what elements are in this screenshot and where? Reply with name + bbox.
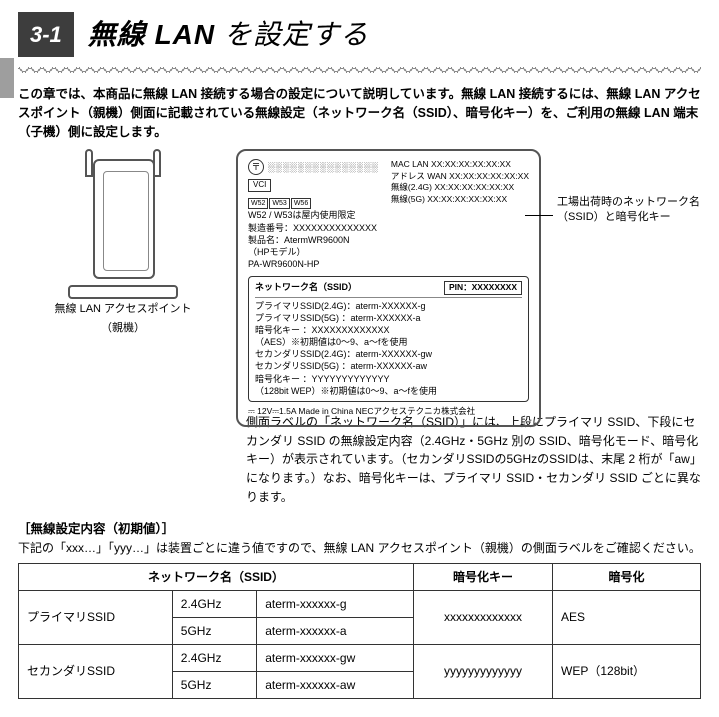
- cell-enc: WEP（128bit）: [553, 644, 701, 698]
- table-row: プライマリSSID 2.4GHz aterm-xxxxxx-g xxxxxxxx…: [19, 590, 701, 617]
- label-panel: 〒 ░░░░░░░░░░░░░░░ VCI W52W53W56 W52 / W53…: [236, 149, 541, 427]
- ssid-box-title: ネットワーク名（SSID）: [255, 281, 357, 294]
- label-mac-5: 無線(5G) XX:XX:XX:XX:XX:XX: [391, 194, 529, 205]
- figure-row: 無線 LAN アクセスポイント （親機） 〒 ░░░░░░░░░░░░░░░ VC…: [18, 149, 701, 427]
- callout-leader: [525, 215, 553, 216]
- label-mac-lan: MAC LAN XX:XX:XX:XX:XX:XX: [391, 159, 529, 170]
- side-tab: [0, 58, 14, 98]
- table-row: ネットワーク名（SSID） 暗号化キー 暗号化: [19, 563, 701, 590]
- cell-band: 5GHz: [172, 671, 256, 698]
- cell-ssid: aterm-xxxxxx-g: [257, 590, 414, 617]
- label-mac-wan: アドレス WAN XX:XX:XX:XX:XX:XX: [391, 171, 529, 182]
- cell-band: 2.4GHz: [172, 644, 256, 671]
- vci-mark: VCI: [248, 179, 271, 192]
- ssid-key2: 暗号化キー ：YYYYYYYYYYYYY: [255, 373, 522, 385]
- cell-ssid: aterm-xxxxxx-aw: [257, 671, 414, 698]
- device-column: 無線 LAN アクセスポイント （親機）: [18, 149, 228, 336]
- device-caption-2: （親機）: [18, 320, 228, 337]
- ssid-box: ネットワーク名（SSID） PIN：XXXXXXXX プライマリSSID(2.4…: [248, 276, 529, 402]
- cell-ssid: aterm-xxxxxx-gw: [257, 644, 414, 671]
- barcode-dots: ░░░░░░░░░░░░░░░: [268, 162, 379, 172]
- w-note: W52 / W53は屋内使用限定: [248, 209, 379, 221]
- cell-key: yyyyyyyyyyyyy: [413, 644, 552, 698]
- th-key: 暗号化キー: [413, 563, 552, 590]
- section-number: 3-1: [18, 12, 74, 57]
- ssid-pin: PIN：XXXXXXXX: [444, 281, 522, 294]
- cell-band: 5GHz: [172, 617, 256, 644]
- label-mac-24: 無線(2.4G) XX:XX:XX:XX:XX:XX: [391, 182, 529, 193]
- cell-ssid: aterm-xxxxxx-a: [257, 617, 414, 644]
- label-product: 製品名：AtermWR9600N: [248, 234, 379, 246]
- router-illustration: [63, 149, 183, 299]
- w-band-boxes: W52W53W56: [248, 196, 312, 209]
- intro-text: この章では、本商品に無線 LAN 接続する場合の設定について説明しています。無線…: [18, 85, 701, 141]
- ssid-p24: プライマリSSID(2.4G)：aterm-XXXXXX-g: [255, 300, 522, 312]
- section-title-bold: 無線 LAN: [88, 19, 215, 50]
- label-hp: （HPモデル）: [248, 246, 379, 258]
- divider-wavy: [18, 67, 701, 73]
- label-power: ⎓ 12V⎓1.5A Made in China NECアクセステクニカ株式会社: [248, 406, 529, 417]
- ssid-p5: プライマリSSID(5G) ：aterm-XXXXXX-a: [255, 312, 522, 324]
- ssid-wep: （128bit WEP）※初期値は0～9、a～fを使用: [255, 385, 522, 397]
- telec-mark-icon: 〒: [248, 159, 264, 175]
- cell-band: 2.4GHz: [172, 590, 256, 617]
- cell-primary: プライマリSSID: [19, 590, 173, 644]
- cell-secondary: セカンダリSSID: [19, 644, 173, 698]
- th-network: ネットワーク名（SSID）: [19, 563, 414, 590]
- label-serial: 製造番号：XXXXXXXXXXXXXX: [248, 222, 379, 234]
- sub-note: 下記の「xxx…」「yyy…」は装置ごとに違う値ですので、無線 LAN アクセス…: [18, 539, 701, 557]
- ssid-aes: （AES）※初期値は0～9、a～fを使用: [255, 336, 522, 348]
- ssid-s5: セカンダリSSID(5G) ：aterm-XXXXXX-aw: [255, 360, 522, 372]
- section-title: 無線 LAN を設定する: [88, 14, 369, 56]
- device-caption-1: 無線 LAN アクセスポイント: [18, 301, 228, 318]
- ssid-table: ネットワーク名（SSID） 暗号化キー 暗号化 プライマリSSID 2.4GHz…: [18, 563, 701, 699]
- cell-key: xxxxxxxxxxxxx: [413, 590, 552, 644]
- table-row: セカンダリSSID 2.4GHz aterm-xxxxxx-gw yyyyyyy…: [19, 644, 701, 671]
- ssid-key1: 暗号化キー ：XXXXXXXXXXXXX: [255, 324, 522, 336]
- section-title-rest: を設定する: [215, 19, 369, 50]
- callout-text: 工場出荷時のネットワーク名（SSID）と暗号化キー: [557, 195, 707, 225]
- section-header: 3-1 無線 LAN を設定する: [18, 0, 701, 57]
- th-enc: 暗号化: [553, 563, 701, 590]
- sub-heading: ［無線設定内容（初期値）］: [18, 520, 701, 539]
- ssid-s24: セカンダリSSID(2.4G)：aterm-XXXXXX-gw: [255, 348, 522, 360]
- label-model: PA-WR9600N-HP: [248, 258, 379, 270]
- cell-enc: AES: [553, 590, 701, 644]
